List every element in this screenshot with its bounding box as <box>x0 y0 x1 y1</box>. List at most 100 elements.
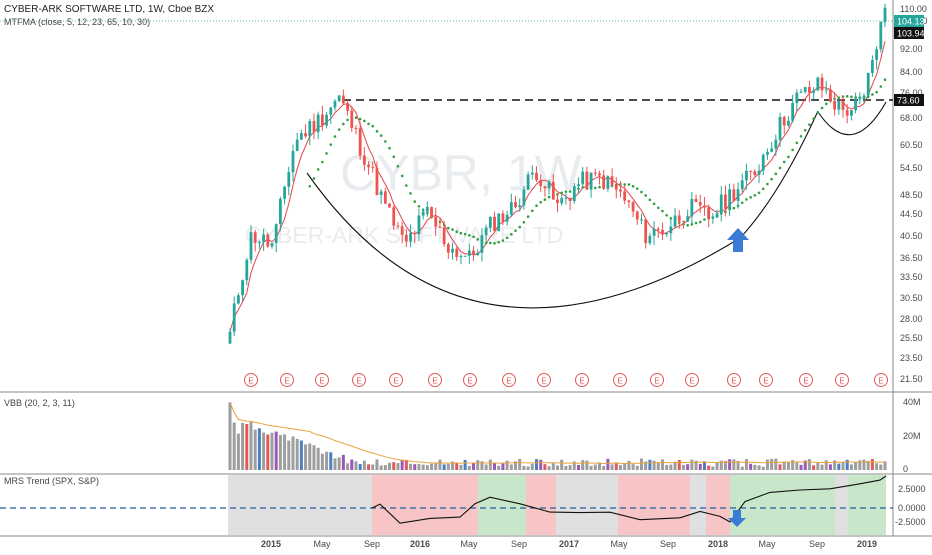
candle-body <box>283 186 286 199</box>
candle-body <box>295 139 299 152</box>
volume-bar <box>803 460 807 470</box>
candle-body <box>577 184 580 187</box>
candle-body <box>253 232 257 243</box>
candle-body <box>304 133 307 137</box>
candle-body <box>589 172 593 190</box>
volume-bar <box>455 463 459 470</box>
volume-bar <box>791 460 795 470</box>
volume-bar <box>236 433 240 470</box>
candle-body <box>514 202 517 208</box>
mrs-background-bands <box>228 475 886 535</box>
candle-body <box>325 114 328 126</box>
volume-bar <box>740 466 744 470</box>
volume-bar <box>614 462 618 470</box>
earnings-icon <box>315 373 329 387</box>
candle-body <box>320 114 324 126</box>
ma-dot <box>770 177 773 181</box>
candle-body <box>291 151 295 173</box>
volume-bar <box>681 464 685 470</box>
ma-dot <box>795 141 799 145</box>
earnings-label: E <box>803 377 808 386</box>
ma-dot <box>623 183 626 186</box>
volume-bar <box>686 464 690 470</box>
volume-bar <box>392 462 396 470</box>
ma-dot <box>732 206 736 210</box>
volume-bar <box>627 460 631 470</box>
earnings-label: E <box>654 377 659 386</box>
price-scale[interactable]: 110.00100.0092.0084.0076.0068.0060.5054.… <box>900 4 928 384</box>
volume-bar <box>442 464 446 470</box>
candle-body <box>522 189 526 206</box>
price-candles <box>228 3 887 345</box>
ma-dot <box>375 130 379 133</box>
resistance-price-label: 73.60 <box>897 96 920 106</box>
candle-body <box>631 202 635 212</box>
ma-dot <box>518 225 522 229</box>
volume-bar <box>572 461 576 470</box>
ma-dot <box>665 213 668 217</box>
candle-body <box>833 100 837 110</box>
candle-body <box>858 98 862 100</box>
volume-bar <box>341 454 345 470</box>
ma-dot <box>459 231 463 235</box>
candle-body <box>241 280 244 296</box>
volume-bar <box>757 465 761 470</box>
candle-body <box>270 242 274 247</box>
candle-body <box>493 216 496 232</box>
candle-body <box>787 120 790 126</box>
volume-bar <box>232 422 236 470</box>
volume-bars <box>228 402 887 470</box>
candle-body <box>640 219 643 221</box>
ma-dot <box>447 226 450 230</box>
volume-bar <box>820 464 824 470</box>
volume-bar <box>639 458 643 470</box>
volume-bar <box>543 464 547 470</box>
ma-dot <box>497 240 501 244</box>
candle-body <box>409 233 412 242</box>
ma-dot <box>782 160 786 164</box>
volume-bar <box>425 465 429 470</box>
candle-body <box>673 215 677 227</box>
volume-indicator-title[interactable]: VBB (20, 2, 3, 11) <box>4 398 75 408</box>
candle-body <box>346 103 349 111</box>
candle-body <box>703 205 706 208</box>
candle-body <box>232 303 236 332</box>
earnings-label: E <box>393 377 398 386</box>
ma-dot <box>791 148 794 152</box>
candle-body <box>463 255 467 257</box>
candle-body <box>316 114 320 133</box>
mrs-tick-bottom: -2.5000 <box>895 517 926 527</box>
mrs-tick-top: 2.5000 <box>898 484 926 494</box>
earnings-label: E <box>467 377 472 386</box>
volume-bar <box>732 459 736 470</box>
volume-bar <box>833 460 837 470</box>
symbol-header[interactable]: CYBER-ARK SOFTWARE LTD, 1W, Cboe BZX <box>4 4 214 15</box>
volume-bar <box>875 463 879 470</box>
volume-bar <box>476 460 480 470</box>
mrs-indicator-title[interactable]: MRS Trend (SPX, S&P) <box>4 476 99 486</box>
volume-tick-20m: 20M <box>903 431 921 441</box>
ma-dot <box>409 192 412 195</box>
ma-dot <box>652 202 656 206</box>
volume-bar <box>430 463 434 470</box>
mrs-band <box>228 475 372 535</box>
indicator-header[interactable]: MTFMA (close, 5, 12, 23, 65, 10, 30) <box>4 17 150 27</box>
breakout-up-arrow-icon <box>727 228 749 252</box>
candle-body <box>480 235 484 253</box>
candle-body <box>274 224 278 243</box>
candle-body <box>761 154 765 171</box>
ma-dot <box>463 232 467 236</box>
candle-body <box>488 216 492 228</box>
volume-bar <box>870 458 874 470</box>
earnings-label: E <box>432 377 437 386</box>
candle-body <box>778 116 782 140</box>
ma-dot <box>808 123 811 126</box>
ma-dot <box>400 174 404 178</box>
volume-bar <box>316 447 320 470</box>
earnings-label: E <box>356 377 361 386</box>
volume-bar <box>660 459 664 470</box>
volume-bar <box>274 431 278 470</box>
volume-bar <box>715 462 719 470</box>
time-axis[interactable]: 2015 May Sep 2016 May Sep 2017 May Sep 2018 May Sep… <box>261 539 877 549</box>
